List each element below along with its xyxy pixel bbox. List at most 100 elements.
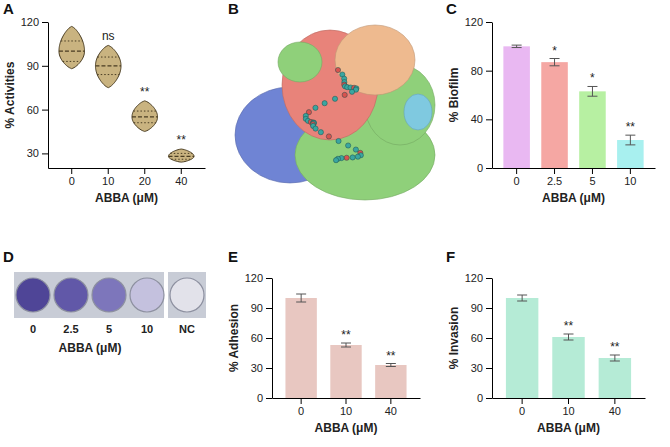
median-line bbox=[132, 116, 158, 117]
error-cap bbox=[587, 86, 597, 87]
x-tick: 40 bbox=[609, 398, 621, 417]
error-bar bbox=[341, 343, 351, 347]
x-tick: 0 bbox=[519, 398, 525, 417]
median-line bbox=[59, 51, 85, 52]
error-bar bbox=[610, 355, 620, 361]
y-tick: 60 bbox=[251, 332, 272, 344]
error-cap bbox=[517, 295, 527, 296]
error-line bbox=[614, 355, 615, 361]
error-bar bbox=[564, 334, 574, 340]
error-cap bbox=[564, 334, 574, 335]
x-tick-mark bbox=[144, 168, 145, 174]
bar bbox=[552, 337, 584, 398]
well-label: NC bbox=[179, 323, 195, 335]
error-cap bbox=[625, 144, 635, 145]
protein-surface bbox=[235, 25, 435, 200]
well-plate: 02.5510NCABBA (μM) bbox=[14, 272, 206, 355]
panel-letter: B bbox=[228, 0, 239, 17]
error-line bbox=[554, 59, 555, 66]
y-tick: 40 bbox=[471, 113, 492, 125]
ligand-atom bbox=[318, 130, 323, 135]
surface-domain bbox=[335, 25, 415, 95]
x-axis-title: ABBA (μM) bbox=[59, 341, 122, 355]
x-tick-label: 2.5 bbox=[547, 175, 562, 187]
y-tick: 90 bbox=[471, 302, 492, 314]
quartile-line bbox=[97, 74, 119, 75]
y-tick-mark bbox=[266, 278, 272, 279]
error-cap bbox=[610, 355, 620, 356]
well bbox=[92, 278, 126, 312]
y-tick-mark bbox=[266, 308, 272, 309]
x-tick: 10 bbox=[340, 398, 352, 417]
quartile-line bbox=[63, 61, 81, 62]
x-tick-mark bbox=[301, 398, 302, 404]
ligand-atom bbox=[355, 154, 360, 159]
plate bbox=[14, 272, 164, 318]
panel: ****030609012001040ABBA (μM)% Adhesion bbox=[227, 272, 421, 435]
violin bbox=[59, 26, 85, 68]
error-bar bbox=[296, 294, 306, 302]
x-tick-label: 0 bbox=[514, 175, 520, 187]
ligand-atom bbox=[333, 158, 338, 163]
y-tick-mark bbox=[486, 71, 492, 72]
x-tick: 20 bbox=[139, 168, 151, 187]
x-tick-label: 40 bbox=[175, 175, 187, 187]
median-line bbox=[95, 65, 121, 66]
x-tick-mark bbox=[346, 398, 347, 404]
x-tick-mark bbox=[614, 398, 615, 404]
x-axis-title: ABBA (μM) bbox=[315, 421, 378, 435]
x-tick-mark bbox=[522, 398, 523, 404]
bar bbox=[503, 46, 530, 168]
well bbox=[130, 278, 164, 312]
y-tick-label: 90 bbox=[471, 302, 483, 314]
plate bbox=[168, 272, 206, 318]
error-bar bbox=[386, 364, 396, 367]
figure: Ans****3060901200102040ABBA (μM)% Activi… bbox=[0, 0, 670, 447]
y-tick: 90 bbox=[251, 302, 272, 314]
x-tick-label: 10 bbox=[340, 405, 352, 417]
bar bbox=[541, 62, 568, 168]
error-cap bbox=[587, 96, 597, 97]
ligand-atom bbox=[349, 89, 354, 94]
y-axis-line bbox=[492, 279, 493, 399]
quartile-line bbox=[61, 40, 83, 41]
violin bbox=[95, 45, 121, 87]
significance: ** bbox=[386, 349, 396, 363]
x-tick: 0 bbox=[298, 398, 304, 417]
y-tick-mark bbox=[266, 368, 272, 369]
error-cap bbox=[564, 340, 574, 341]
x-axis: 01040 bbox=[273, 398, 421, 417]
plot-area bbox=[59, 26, 194, 162]
panel: ****030609012001040ABBA (μM)% Invasion bbox=[447, 272, 646, 435]
ligand-atom bbox=[326, 134, 331, 139]
error-bar bbox=[587, 86, 597, 96]
well-label: 0 bbox=[30, 323, 36, 335]
error-line bbox=[568, 334, 569, 340]
y-tick-mark bbox=[266, 338, 272, 339]
well-label: 5 bbox=[106, 323, 112, 335]
y-tick-label: 30 bbox=[471, 362, 483, 374]
error-cap bbox=[625, 135, 635, 136]
ligand-atom bbox=[313, 105, 318, 110]
surface-domain bbox=[404, 94, 432, 130]
error-cap bbox=[512, 47, 522, 48]
y-tick-mark bbox=[266, 398, 272, 399]
bar bbox=[330, 345, 361, 398]
significance: ns bbox=[102, 29, 115, 43]
error-line bbox=[522, 295, 523, 301]
well-label: 10 bbox=[141, 323, 153, 335]
quartile-line bbox=[97, 57, 119, 58]
y-tick-mark bbox=[486, 119, 492, 120]
significance: ** bbox=[140, 85, 150, 99]
y-axis-line bbox=[492, 23, 493, 169]
violin bbox=[168, 149, 194, 162]
quartile-line bbox=[134, 122, 156, 123]
error-cap bbox=[517, 301, 527, 302]
surface-domain bbox=[278, 42, 322, 82]
y-tick-mark bbox=[42, 153, 48, 154]
y-axis-title: % Biofilm bbox=[447, 68, 461, 123]
x-axis: 02.5510 bbox=[493, 168, 656, 187]
x-tick: 5 bbox=[589, 168, 595, 187]
panel-letter: D bbox=[3, 248, 14, 265]
x-tick: 40 bbox=[175, 168, 187, 187]
